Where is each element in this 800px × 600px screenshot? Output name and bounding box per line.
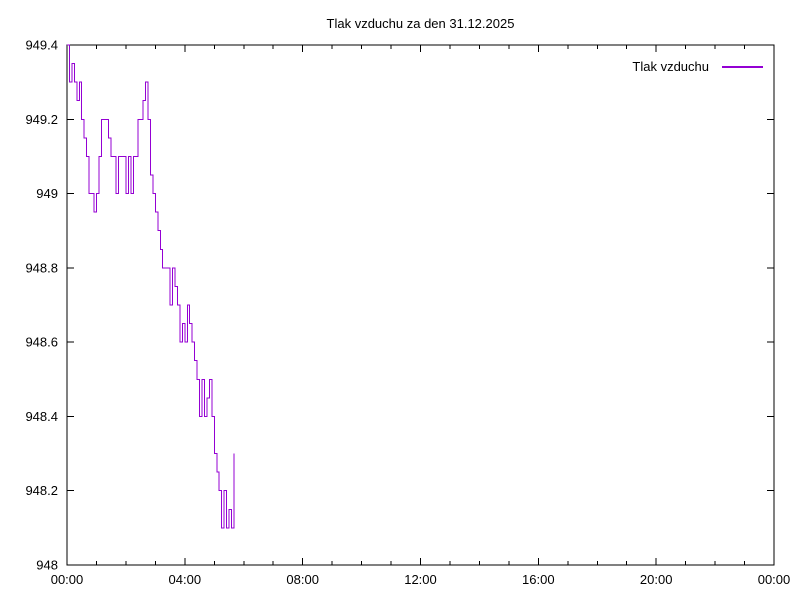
pressure-line bbox=[67, 44, 235, 529]
x-tick-label: 12:00 bbox=[404, 572, 437, 587]
y-tick-label: 949.2 bbox=[25, 112, 58, 127]
y-tick-label: 949.4 bbox=[25, 38, 58, 53]
y-tick-label: 948.4 bbox=[25, 409, 58, 424]
legend: Tlak vzduchu bbox=[632, 59, 763, 74]
x-tick-label: 00:00 bbox=[758, 572, 791, 587]
y-tick-label: 949 bbox=[36, 186, 58, 201]
x-tick-label: 00:00 bbox=[51, 572, 84, 587]
y-tick-label: 948.8 bbox=[25, 260, 58, 275]
chart-title: Tlak vzduchu za den 31.12.2025 bbox=[326, 16, 515, 31]
y-tick-label: 948.6 bbox=[25, 335, 58, 350]
y-tick-label: 948.2 bbox=[25, 483, 58, 498]
x-tick-label: 16:00 bbox=[522, 572, 555, 587]
legend-line-sample bbox=[722, 65, 763, 68]
x-tick-label: 04:00 bbox=[169, 572, 202, 587]
legend-label: Tlak vzduchu bbox=[632, 59, 709, 74]
y-tick-label: 948 bbox=[36, 558, 58, 573]
x-tick-label: 20:00 bbox=[640, 572, 673, 587]
x-tick-label: 08:00 bbox=[286, 572, 319, 587]
